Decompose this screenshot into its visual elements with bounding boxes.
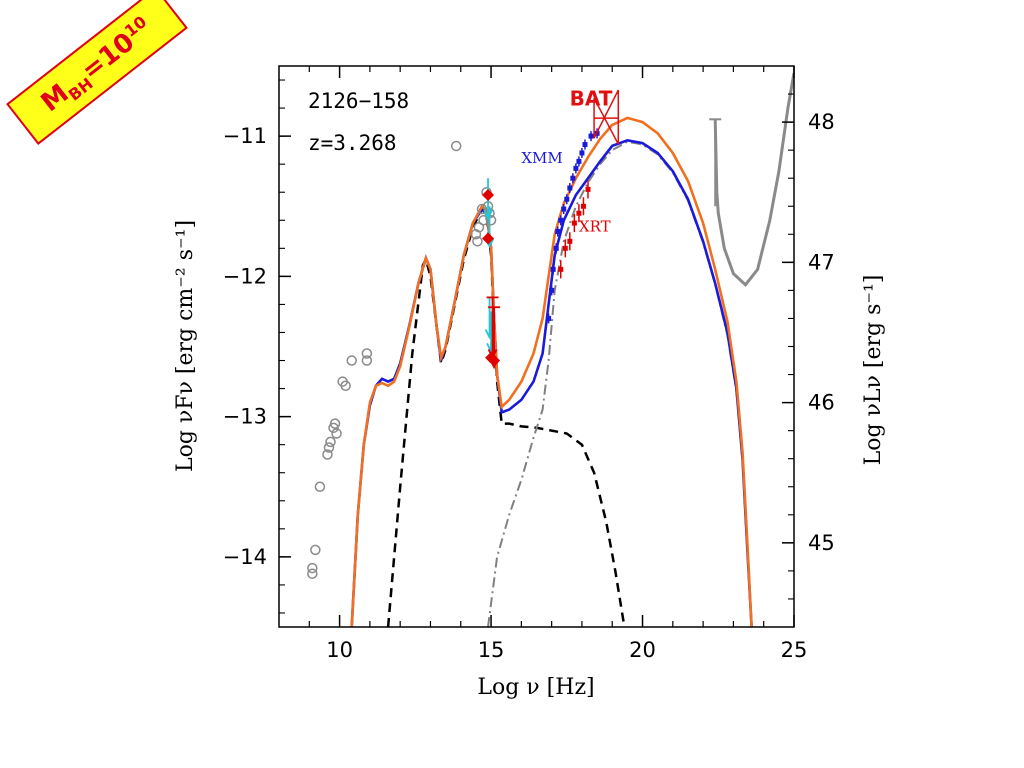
- optical-data-point: [482, 232, 495, 245]
- model-blue-line: [350, 138, 753, 627]
- archival-data-point: [310, 544, 321, 556]
- y-right-tick-label: 47: [808, 250, 835, 274]
- redshift-label: z=3.268: [308, 131, 397, 155]
- xrt-data-point: [558, 266, 564, 272]
- y-axis-right-title: Log νLν [erg s⁻¹]: [861, 275, 886, 466]
- instrument-label-xmm: XMM: [521, 149, 562, 167]
- source-name: 2126−158: [308, 89, 409, 113]
- xrt-data-point: [571, 220, 577, 226]
- archival-data-point: [340, 380, 351, 392]
- bat-bowtie: [593, 89, 620, 145]
- fermi-sensitivity-line: [713, 72, 794, 288]
- xmm-data-point: [561, 206, 567, 212]
- axis-ticks: [279, 66, 795, 627]
- instrument-label-xrt: XRT: [579, 217, 611, 235]
- xmm-data-point: [567, 185, 573, 191]
- archival-data-point: [485, 215, 497, 226]
- xrt-data-point: [580, 203, 586, 209]
- y-left-tick-label: −13: [223, 405, 267, 429]
- archival-data-point: [346, 355, 357, 366]
- model-orange-line: [350, 116, 753, 627]
- archival-data-point: [478, 215, 489, 226]
- archival-data-point: [307, 562, 318, 574]
- model-curves: [350, 72, 794, 627]
- archival-data-point: [329, 418, 341, 429]
- archival-data-point: [361, 348, 373, 359]
- y-left-tick-label: −14: [223, 545, 267, 569]
- instrument-label-bat: BAT: [570, 86, 613, 110]
- x-tick-label: 25: [781, 638, 808, 662]
- x-tick-label: 15: [478, 638, 505, 662]
- xrt-data-point: [567, 238, 573, 244]
- uv-upper-limit-arrow: [483, 209, 493, 221]
- archival-data-point: [331, 428, 342, 439]
- archival-data-point: [361, 355, 373, 366]
- archival-data-point: [472, 236, 483, 247]
- y-left-tick-label: −11: [223, 124, 267, 148]
- y-right-tick-label: 46: [808, 391, 835, 415]
- y-axis-left-title: Log νFν [erg cm⁻² s⁻¹]: [173, 220, 198, 472]
- x-tick-label: 10: [326, 638, 353, 662]
- xmm-data-point: [579, 150, 585, 156]
- jet-model-dashdot-line: [487, 140, 753, 627]
- xmm-data-point: [546, 315, 552, 321]
- data-points: [307, 89, 620, 579]
- archival-data-point: [314, 481, 326, 492]
- y-right-tick-label: 48: [808, 110, 835, 134]
- xmm-data-point: [570, 175, 576, 181]
- xrt-data-point: [562, 245, 568, 251]
- xmm-data-point: [576, 158, 582, 164]
- xmm-data-point: [550, 266, 556, 272]
- y-right-tick-label: 45: [808, 531, 835, 555]
- optical-data-point: [488, 354, 501, 367]
- archival-data-point: [470, 229, 482, 240]
- xmm-data-point: [573, 165, 579, 171]
- disk-model-dashed-line: [386, 206, 626, 627]
- archival-data-point: [323, 442, 335, 453]
- xrt-data-point: [585, 186, 591, 192]
- archival-data-point: [322, 449, 333, 460]
- xmm-data-point: [553, 245, 559, 251]
- x-axis-title: Log ν [Hz]: [477, 675, 594, 700]
- xmm-data-point: [588, 133, 594, 139]
- xrt-data-point: [576, 210, 582, 216]
- y-left-tick-label: −12: [223, 264, 267, 288]
- x-tick-label: 20: [629, 638, 656, 662]
- xmm-data-point: [564, 196, 570, 202]
- xmm-data-point: [558, 217, 564, 223]
- xmm-data-point: [582, 142, 588, 148]
- optical-data-point: [482, 189, 495, 202]
- archival-data-point: [450, 140, 462, 152]
- archival-data-point: [325, 436, 336, 448]
- xmm-data-point: [555, 228, 561, 234]
- archival-data-point: [307, 568, 318, 579]
- axis-labels: BAT XMM XRT 10 15 20 25 −11 −12 −13 −14 48 47 46 45: [223, 86, 835, 662]
- xmm-data-point: [549, 287, 555, 293]
